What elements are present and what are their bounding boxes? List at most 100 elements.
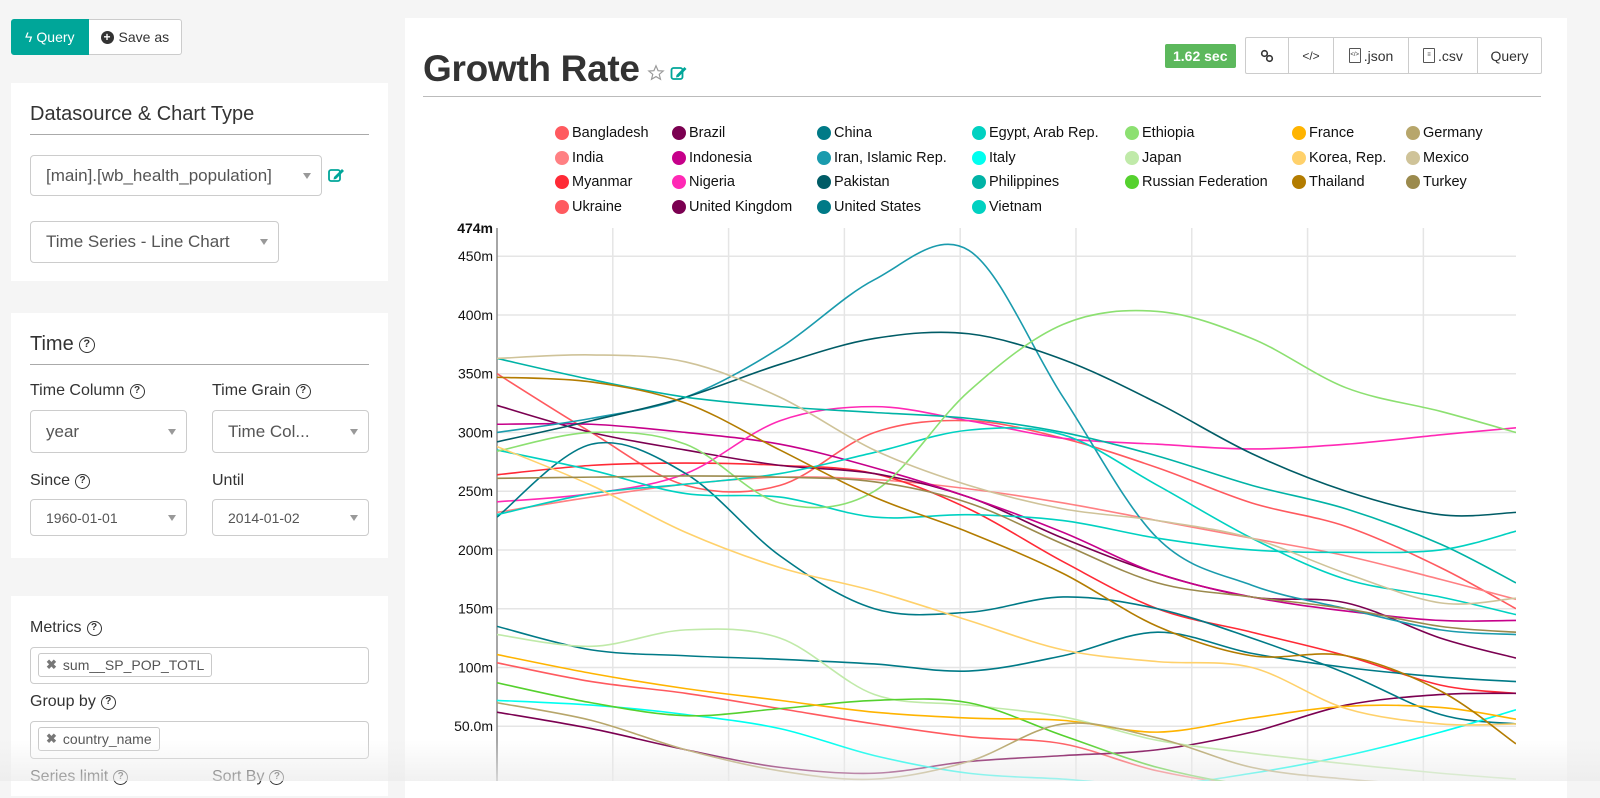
help-icon[interactable]: ? bbox=[295, 383, 311, 399]
legend-dot-icon bbox=[1125, 175, 1139, 189]
viz-type-value: Time Series - Line Chart bbox=[46, 232, 230, 251]
legend-item[interactable]: United Kingdom bbox=[672, 199, 792, 215]
y-tick-label: 150m bbox=[458, 601, 493, 617]
link-button[interactable] bbox=[1245, 37, 1289, 74]
legend-label: Italy bbox=[989, 149, 1016, 166]
view-query-button[interactable]: Query bbox=[1478, 37, 1542, 74]
chevron-down-icon bbox=[350, 428, 358, 435]
legend-item[interactable]: Russian Federation bbox=[1125, 174, 1268, 190]
group-by-label-text: Group by bbox=[30, 693, 96, 710]
series-line-russian-federation bbox=[497, 681, 1226, 781]
legend-dot-icon bbox=[972, 150, 986, 165]
series-line-indonesia bbox=[497, 422, 1516, 622]
code-icon: </> bbox=[1302, 48, 1320, 63]
legend-item[interactable]: Italy bbox=[972, 150, 1016, 166]
since-label-text: Since bbox=[30, 472, 71, 489]
edit-icon[interactable] bbox=[669, 64, 688, 82]
legend-label: Brazil bbox=[689, 125, 726, 141]
legend-label: Philippines bbox=[989, 174, 1060, 190]
legend-item[interactable]: Thailand bbox=[1292, 174, 1365, 190]
y-tick-label: 300m bbox=[458, 424, 493, 440]
save-as-button[interactable]: + Save as bbox=[88, 19, 183, 55]
y-tick-label: 100m bbox=[458, 659, 493, 675]
legend-dot-icon bbox=[972, 126, 986, 140]
json-export-button[interactable]: </> .json bbox=[1334, 37, 1409, 74]
legend-item[interactable]: Ethiopia bbox=[1125, 125, 1194, 141]
legend-item[interactable]: Myanmar bbox=[555, 174, 632, 190]
help-icon[interactable]: ? bbox=[78, 336, 95, 353]
legend-dot-icon bbox=[817, 150, 831, 165]
y-tick-label: 50.0m bbox=[454, 718, 493, 734]
legend-item[interactable]: Bangladesh bbox=[555, 125, 649, 141]
until-value: 2014-01-02 bbox=[228, 509, 300, 526]
legend-item[interactable]: United States bbox=[817, 199, 921, 215]
datasource-select[interactable]: [main].[wb_health_population] bbox=[30, 155, 322, 196]
legend-dot-icon bbox=[1406, 126, 1420, 140]
legend-item[interactable]: Egypt, Arab Rep. bbox=[972, 125, 1099, 141]
legend-dot-icon bbox=[555, 126, 569, 140]
help-icon[interactable]: ? bbox=[129, 383, 145, 399]
legend-item[interactable]: France bbox=[1292, 125, 1354, 141]
series-line-ukraine bbox=[497, 662, 1221, 781]
legend-dot-icon bbox=[1292, 175, 1306, 189]
view-query-label: Query bbox=[1490, 47, 1529, 64]
help-icon[interactable]: ? bbox=[75, 473, 91, 489]
legend-item[interactable]: Indonesia bbox=[672, 150, 752, 166]
legend-item[interactable]: Brazil bbox=[672, 125, 725, 141]
legend-label: Vietnam bbox=[989, 198, 1042, 215]
legend-dot-icon bbox=[555, 199, 569, 214]
legend-item[interactable]: Korea, Rep. bbox=[1292, 150, 1386, 166]
since-label: Since ? bbox=[30, 472, 91, 490]
metrics-label-text: Metrics bbox=[30, 619, 82, 636]
series-line-pakistan bbox=[497, 331, 1516, 517]
legend-item[interactable]: India bbox=[555, 150, 603, 166]
legend-item[interactable]: China bbox=[817, 125, 872, 141]
query-button[interactable]: ϟ Query bbox=[11, 19, 89, 55]
legend-item[interactable]: Nigeria bbox=[672, 174, 735, 190]
metrics-label: Metrics ? bbox=[30, 619, 102, 637]
time-column-select[interactable]: year bbox=[30, 410, 187, 453]
legend-item[interactable]: Mexico bbox=[1406, 150, 1469, 166]
legend-dot-icon bbox=[672, 150, 686, 165]
remove-tag-icon[interactable]: ✖ bbox=[46, 657, 57, 672]
since-select[interactable]: 1960-01-01 bbox=[30, 499, 187, 536]
legend-item[interactable]: Iran, Islamic Rep. bbox=[817, 150, 947, 166]
edit-datasource-icon[interactable] bbox=[327, 166, 345, 184]
legend-item[interactable]: Philippines bbox=[972, 174, 1059, 190]
legend-dot-icon bbox=[817, 199, 831, 214]
remove-tag-icon[interactable]: ✖ bbox=[46, 731, 57, 746]
legend-item[interactable]: Germany bbox=[1406, 125, 1483, 141]
legend-label: United Kingdom bbox=[689, 198, 793, 215]
star-icon[interactable] bbox=[647, 64, 665, 82]
legend-label: Germany bbox=[1423, 125, 1483, 141]
help-icon[interactable]: ? bbox=[100, 694, 116, 710]
time-column-label-text: Time Column bbox=[30, 382, 125, 399]
series-line-korea-rep bbox=[497, 445, 1516, 726]
legend-item[interactable]: Turkey bbox=[1406, 174, 1467, 190]
csv-export-button[interactable]: ≡ .csv bbox=[1409, 37, 1478, 74]
until-select[interactable]: 2014-01-02 bbox=[212, 499, 369, 536]
line-chart: 50.0m 100m 150m 200m 250m 300m 350m 400m 450m 474… bbox=[454, 220, 1516, 781]
time-panel-title: Time ? bbox=[30, 333, 369, 365]
chevron-down-icon bbox=[260, 239, 268, 245]
help-icon[interactable]: ? bbox=[86, 620, 102, 636]
metric-tag-label: sum__SP_POP_TOTL bbox=[62, 657, 205, 673]
datasource-panel: Datasource & Chart Type [main].[wb_healt… bbox=[11, 83, 388, 281]
viz-type-select[interactable]: Time Series - Line Chart bbox=[30, 221, 279, 263]
metric-tag: ✖ sum__SP_POP_TOTL bbox=[38, 653, 213, 677]
embed-button[interactable]: </> bbox=[1289, 37, 1334, 74]
metrics-select[interactable]: ✖ sum__SP_POP_TOTL bbox=[30, 647, 369, 684]
save-as-label: Save as bbox=[118, 29, 170, 45]
series-line-thailand bbox=[497, 376, 1516, 745]
legend-dot-icon bbox=[555, 175, 569, 189]
series-line-egypt-arab-rep bbox=[497, 427, 1516, 616]
legend-item[interactable]: Vietnam bbox=[972, 199, 1042, 215]
query-timer-badge: 1.62 sec bbox=[1165, 44, 1236, 68]
legend-item[interactable]: Pakistan bbox=[817, 174, 890, 190]
legend-dot-icon bbox=[1125, 126, 1139, 140]
legend-label: France bbox=[1309, 125, 1355, 141]
time-grain-select[interactable]: Time Col... bbox=[212, 410, 369, 453]
legend-dot-icon bbox=[1406, 175, 1420, 189]
legend-item[interactable]: Ukraine bbox=[555, 199, 622, 215]
legend-item[interactable]: Japan bbox=[1125, 150, 1182, 166]
